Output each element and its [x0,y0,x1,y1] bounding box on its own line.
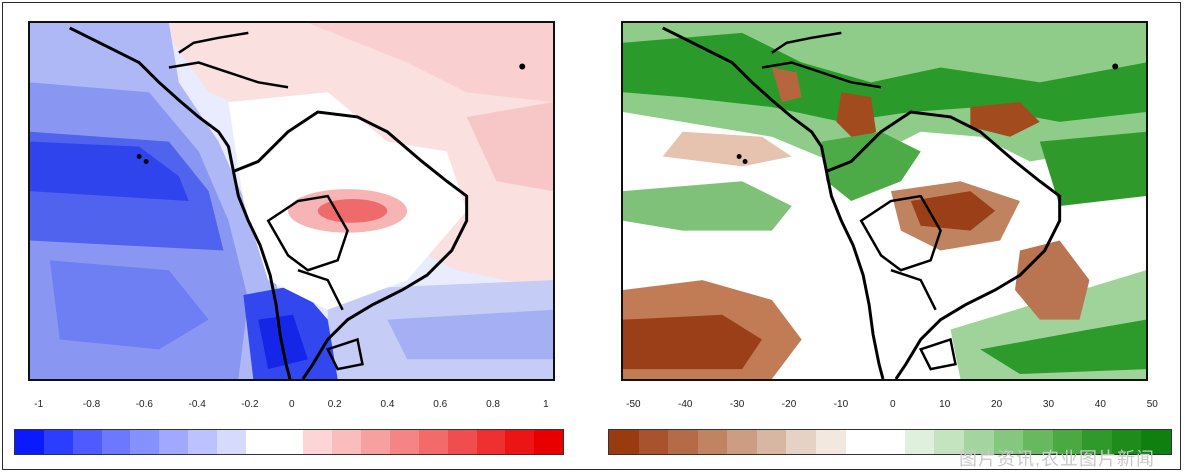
colorbar-segment [845,430,876,454]
colorbar-segment [934,430,964,454]
precipitation-colorbar-ticks: -50 -40 -30 -20 -10 0 10 20 30 40 50 [608,399,1172,413]
colorbar-tick: -0.6 [135,399,153,410]
colorbar-segment [904,430,935,454]
colorbar-tick: 50 [1146,399,1158,410]
colorbar-segment [72,430,102,454]
colorbar-segment [786,430,817,454]
colorbar-tick: 30 [1042,399,1055,410]
colorbar-segment [993,430,1024,454]
colorbar-tick: 0.8 [486,399,500,410]
colorbar-segment [1111,430,1142,454]
colorbar-segment [332,430,362,454]
colorbar-segment [505,430,535,454]
colorbar-segment [303,430,333,454]
watermark: 图片资讯,农业图片新闻 [959,449,1155,469]
colorbar-segment [638,430,669,454]
colorbar-tick: -0.4 [188,399,206,410]
colorbar-segment [245,430,275,454]
colorbar-segment [43,430,73,454]
colorbar-segment [1141,430,1171,454]
colorbar-tick: -40 [678,399,693,410]
precipitation-colorbar-bar [608,429,1172,455]
colorbar-tick: 0.4 [380,399,395,410]
colorbar-segment [188,430,217,454]
colorbar-segment [875,430,905,454]
precipitation-field [623,23,1146,379]
colorbar-tick: 10 [939,399,951,410]
colorbar-segment [130,430,160,454]
colorbar-tick: 0.6 [433,399,448,410]
colorbar-tick: -1 [34,399,44,410]
colorbar-tick: 0.2 [327,399,342,410]
colorbar-tick: -0.2 [241,399,259,410]
temperature-field [30,23,553,379]
colorbar-tick: 20 [991,399,1003,410]
colorbar-segment [816,430,846,454]
colorbar-segment [1082,430,1112,454]
colorbar-segment [963,430,994,454]
colorbar-segment [274,430,304,454]
colorbar-tick: -50 [626,399,641,410]
temperature-anomaly-map [28,21,555,381]
colorbar-segment [534,430,564,454]
colorbar-segment [1052,430,1083,454]
colorbar-tick: -30 [729,399,745,410]
temperature-colorbar-ticks: -1 -0.8 -0.6 -0.4 -0.2 0 0.2 0.4 0.6 0.8… [14,399,564,413]
colorbar-segment [609,430,639,454]
colorbar-segment [476,430,506,454]
colorbar-tick: 40 [1094,399,1106,410]
colorbar-segment [418,430,448,454]
colorbar-segment [216,430,246,454]
colorbar-segment [447,430,477,454]
temperature-colorbar: -1 -0.8 -0.6 -0.4 -0.2 0 0.2 0.4 0.6 0.8… [14,399,564,455]
colorbar-segment [668,430,698,454]
colorbar-tick: 0 [288,399,295,410]
colorbar-tick: -10 [833,399,849,410]
precipitation-anomaly-map [621,21,1148,381]
colorbar-segment [1023,430,1053,454]
precipitation-colorbar: -50 -40 -30 -20 -10 0 10 20 30 40 50 [608,399,1172,455]
colorbar-tick: 1 [543,399,549,410]
colorbar-segment [361,430,390,454]
colorbar-tick: -0.8 [82,399,101,410]
colorbar-tick: 0 [890,399,896,410]
colorbar-segment [756,430,787,454]
colorbar-tick: -20 [781,399,797,410]
colorbar-segment [101,430,131,454]
colorbar-segment [159,430,189,454]
colorbar-segment [15,430,44,454]
temperature-colorbar-bar [14,429,564,455]
colorbar-segment [697,430,728,454]
colorbar-segment [727,430,757,454]
colorbar-segment [389,430,419,454]
